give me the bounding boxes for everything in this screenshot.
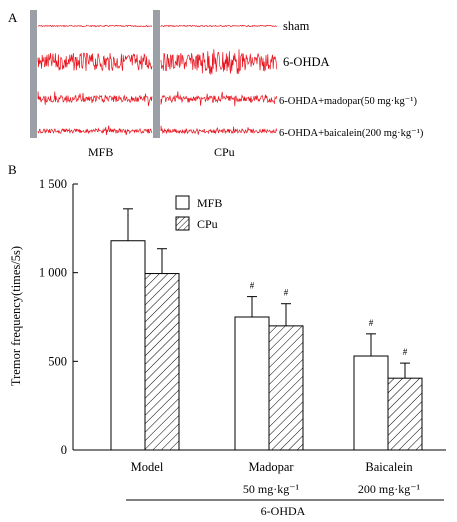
y-tick-label: 500 [48,354,67,368]
legend-swatch-cpu [175,216,190,231]
emg-trace-sham-cpu [160,24,277,28]
emg-trace-panel [30,10,278,138]
region-label-cpu: CPu [214,145,235,159]
emg-trace-baicalein-mfb [37,125,153,136]
bar-chart: 0 500 1 000 1 500 # # # # [39,177,446,457]
significance-marker: # [403,347,408,357]
significance-marker: # [250,281,255,291]
bar-cpu-model [144,273,180,451]
condition-label-sham: sham [283,19,310,33]
y-tick-label: 1 000 [39,266,67,280]
y-tick-label: 1 500 [39,177,67,191]
legend-swatch-mfb [175,195,190,210]
category-label-baicalein: Baicalein [365,460,413,474]
emg-trace-baicalein-cpu [160,125,278,135]
emg-trace-6-ohda-cpu [160,49,278,75]
significance-marker: # [284,288,289,298]
emg-trace-6-ohda-mfb [37,52,153,72]
scale-strip-left [30,10,37,138]
emg-trace-madopar-cpu [160,91,278,107]
category-sublabel-baicalein: 200 mg·kg⁻¹ [358,482,421,496]
scale-strip-middle [153,10,160,138]
significance-marker: # [369,318,374,328]
condition-label-6-ohda: 6-OHDA [283,55,330,69]
y-axis-label: Tremor frequency(times/5s) [9,246,23,386]
bar-mfb-madopar [234,316,270,451]
region-label-mfb: MFB [88,145,113,159]
emg-trace-madopar-mfb [37,91,153,107]
bar-cpu-baicalein [387,377,423,451]
y-tick-label: 0 [61,443,67,457]
condition-label-baicalein: 6-OHDA+baicalein(200 mg·kg⁻¹) [279,128,424,139]
panel-a-label: A [8,10,18,25]
bar-cpu-madopar [268,325,304,451]
category-sublabel-madopar: 50 mg·kg⁻¹ [243,482,300,496]
group-label: 6-OHDA [261,504,306,518]
bar-mfb-baicalein [353,355,389,451]
category-label-madopar: Madopar [248,460,294,474]
bar-mfb-model [110,240,146,451]
panel-b-label: B [8,162,17,177]
legend-label-mfb: MFB [197,196,222,210]
condition-label-madopar: 6-OHDA+madopar(50 mg·kg⁻¹) [279,96,417,107]
emg-trace-sham-mfb [37,24,153,28]
category-label-model: Model [131,460,164,474]
emg-traces [37,24,278,136]
legend-label-cpu: CPu [197,217,218,231]
legend: MFB CPu [175,195,222,231]
